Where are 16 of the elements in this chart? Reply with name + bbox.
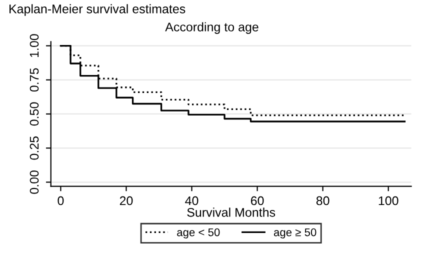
- x-tick-label: 20: [120, 196, 133, 206]
- y-tick-label: 0.75: [30, 68, 39, 92]
- y-tick-label: 0.25: [30, 136, 39, 160]
- chart-subtitle: According to age: [165, 22, 258, 34]
- legend-label: age < 50: [177, 228, 220, 238]
- x-tick-label: 60: [250, 196, 264, 206]
- x-tick-label: 40: [185, 196, 198, 206]
- y-tick-label: 0.00: [30, 170, 39, 194]
- x-axis-title: Survival Months: [187, 208, 276, 217]
- x-tick-label: 100: [378, 196, 398, 206]
- y-tick-label: 0.50: [30, 102, 39, 126]
- x-tick-label: 80: [316, 196, 330, 206]
- legend-label: age ≥ 50: [274, 228, 316, 238]
- y-tick-label: 1.00: [30, 34, 39, 57]
- x-tick-label: 0: [58, 196, 64, 206]
- chart-title: Kaplan-Meier survival estimates: [10, 4, 186, 16]
